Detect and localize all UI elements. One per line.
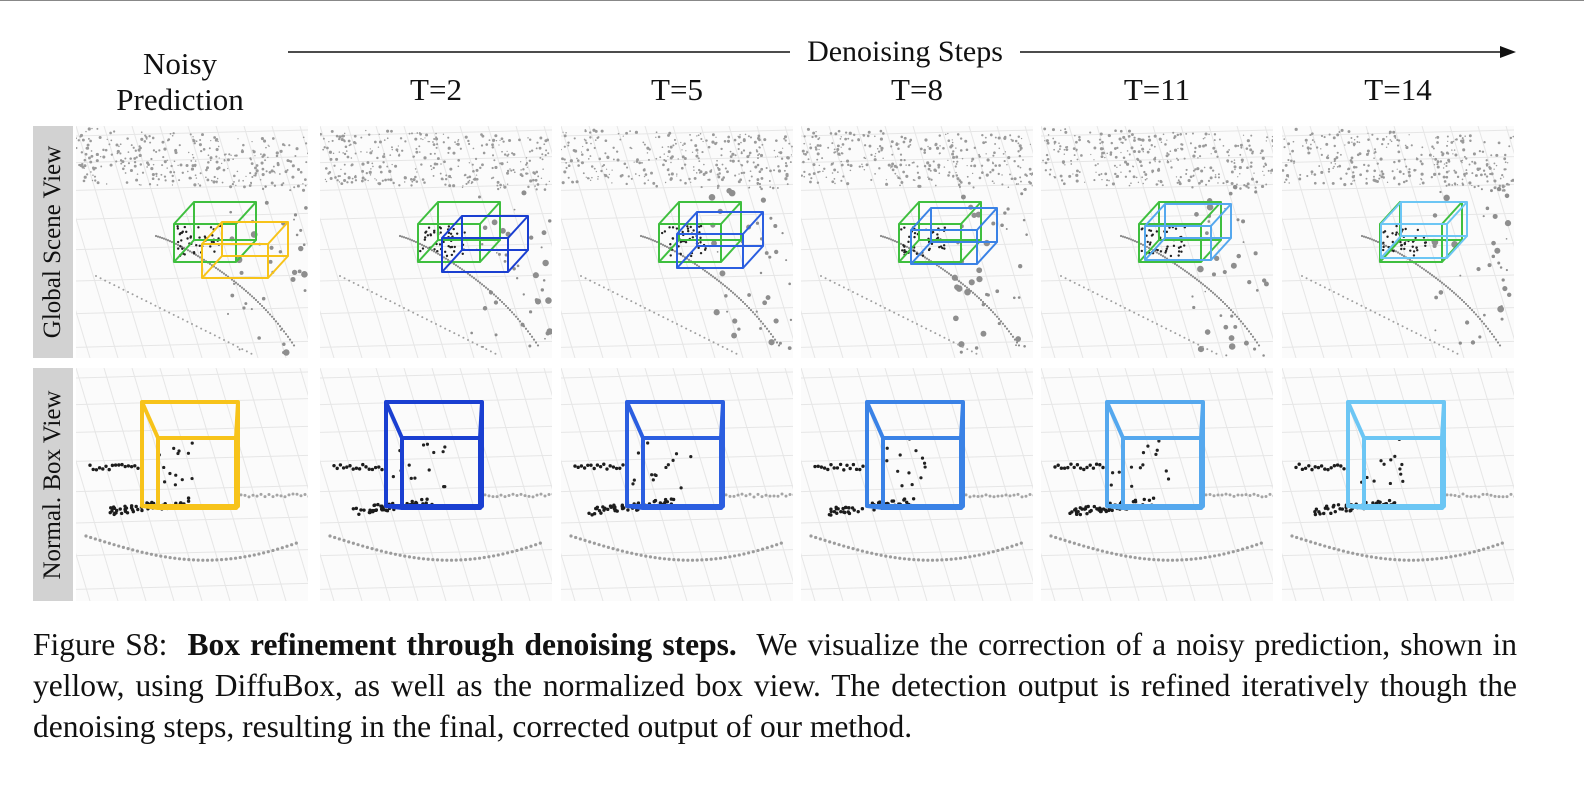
noisy-prediction-box: [201, 221, 289, 279]
refined-box: [625, 400, 725, 510]
refined-box: [1346, 400, 1446, 510]
point-cloud: [801, 127, 1033, 355]
global-scene-panel: [76, 126, 308, 358]
noisy-label-line1: Noisy: [142, 46, 218, 81]
row-label-text: Normal. Box View: [39, 390, 66, 579]
point-cloud: [809, 437, 1033, 562]
noisy-prediction-header: Noisy Prediction: [90, 46, 270, 118]
point-cloud: [1282, 127, 1514, 355]
ground-truth-box: [658, 201, 742, 263]
global-scene-panel: [1282, 126, 1514, 358]
caption-body: We visualize the correction of a noisy p…: [33, 627, 1518, 744]
global-scene-panel: [1041, 126, 1273, 358]
point-cloud: [1042, 127, 1273, 357]
noisy-prediction-box: [140, 400, 240, 510]
normalized-box-panel: [1041, 368, 1273, 601]
step-header: T=11: [1123, 72, 1191, 107]
caption-title: Box refinement through denoising steps.: [187, 627, 737, 662]
caption-prefix: Figure S8:: [33, 627, 168, 662]
normalized-box-panel: [76, 368, 308, 601]
refined-box: [910, 207, 998, 265]
normalized-box-panel: [320, 368, 552, 601]
step-header: T=8: [891, 72, 943, 107]
point-cloud: [76, 127, 308, 356]
refined-box: [441, 215, 529, 273]
top-rule: [0, 0, 1584, 1]
figure-caption: Figure S8: Box refinement through denois…: [33, 624, 1517, 747]
row-label-text: Global Scene View: [39, 145, 66, 339]
denoising-steps-title: Denoising Steps: [790, 34, 1020, 70]
refined-box: [384, 400, 484, 510]
point-cloud: [84, 441, 308, 562]
refined-box: [1105, 400, 1205, 510]
refined-box: [865, 400, 965, 510]
step-header: T=14: [1364, 72, 1432, 107]
global-scene-panel: [561, 126, 793, 358]
normalized-box-panel: [1282, 368, 1514, 601]
noisy-label-line2: Prediction: [116, 82, 244, 117]
row-label-normal-box-view: Normal. Box View: [33, 368, 73, 601]
normalized-box-panel: [561, 368, 793, 601]
step-header: T=2: [410, 72, 462, 107]
global-scene-panel: [801, 126, 1033, 358]
refined-box: [1380, 201, 1468, 259]
normalized-box-panel: [801, 368, 1033, 601]
refined-box: [1144, 203, 1232, 261]
step-header: T=5: [651, 72, 703, 107]
refined-box: [676, 211, 764, 269]
global-scene-panel: [320, 126, 552, 358]
row-label-global-scene-view: Global Scene View: [33, 126, 73, 358]
